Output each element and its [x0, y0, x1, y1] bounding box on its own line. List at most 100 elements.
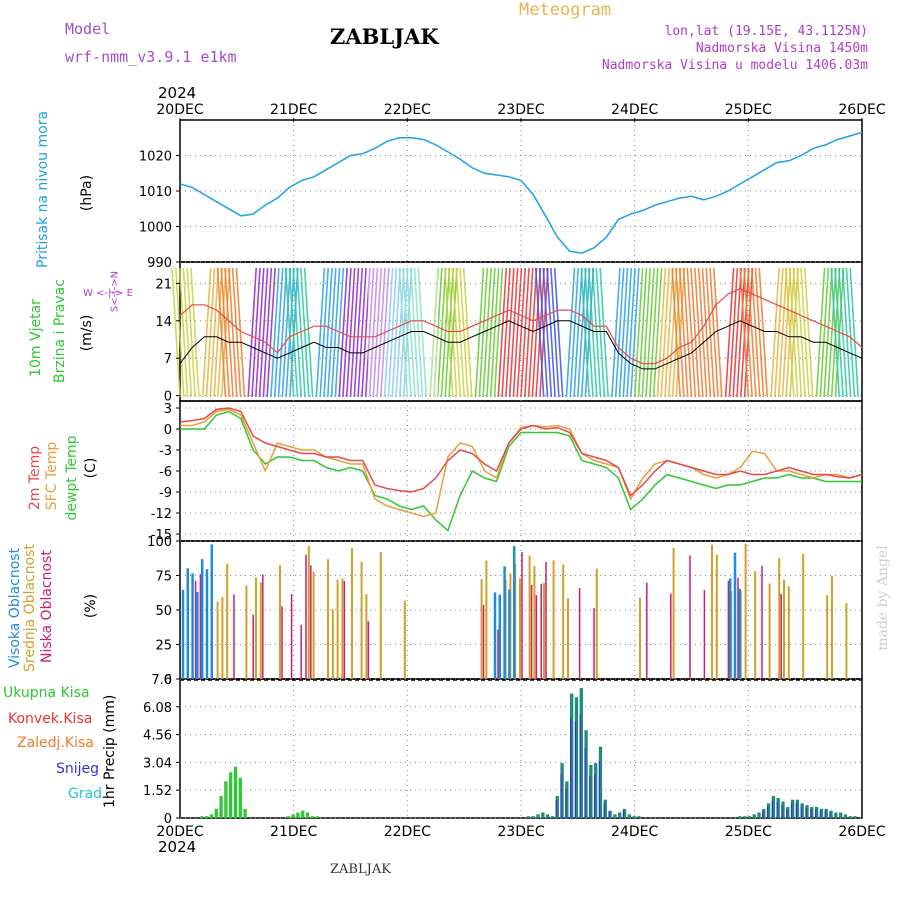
- wind-arrow: [792, 267, 803, 398]
- y-tick-label-wind: 0: [164, 390, 172, 405]
- y-tick-label-wind: 14: [155, 315, 172, 330]
- precip-bar: [747, 816, 752, 818]
- x-tick-bottom-label: 20DEC: [156, 824, 203, 840]
- y-tick-label-temp: 3: [164, 402, 172, 417]
- x-tick-top-label: 20DEC: [156, 102, 203, 118]
- wind-arrow: [750, 267, 761, 398]
- wind-arrow: [637, 267, 648, 398]
- wind-arrow: [409, 267, 420, 398]
- y-tick-label-cloud: 0: [164, 673, 172, 688]
- wind-arrow: [686, 267, 697, 398]
- wind-arrow: [395, 267, 405, 398]
- snow-bar: [781, 804, 783, 818]
- panel-frame-precip: [179, 678, 863, 819]
- temp2m-line: [179, 407, 863, 497]
- precip-bar: [570, 693, 574, 818]
- precip-bar: [834, 812, 838, 818]
- snow-bar: [790, 803, 793, 818]
- precip-bar: [305, 812, 310, 818]
- wind-arrow: [361, 267, 371, 398]
- snow-bar: [810, 809, 812, 818]
- wind-arrow: [376, 267, 386, 398]
- wind-arrow: [482, 267, 492, 398]
- y-tick-label-temp: -15: [151, 528, 172, 543]
- wind-arrow: [747, 267, 757, 398]
- snow-bar: [622, 810, 625, 818]
- wind-arrow: [697, 267, 708, 398]
- wind-arrow: [830, 267, 841, 398]
- snow-bar: [771, 800, 773, 818]
- wind-arrow: [300, 267, 310, 398]
- wind-arrow: [497, 267, 508, 398]
- wind-arrow: [171, 267, 181, 398]
- wind-arrow: [178, 267, 189, 398]
- wind-arrow: [546, 267, 556, 398]
- snow-bar: [570, 718, 572, 818]
- wind-arrow: [258, 267, 269, 398]
- wind-arrow: [296, 267, 306, 398]
- wind-arrow: [288, 267, 299, 398]
- wind-arrow: [292, 267, 303, 398]
- wind-arrow: [231, 267, 242, 398]
- snow-bar: [594, 774, 596, 818]
- precip-bar: [531, 816, 535, 818]
- wind-arrow: [345, 267, 356, 398]
- wind-arrow: [391, 267, 401, 398]
- wind-arrow: [553, 267, 564, 398]
- wind-arrow: [357, 267, 367, 398]
- wind-arrow: [599, 267, 609, 398]
- wind-arrow: [251, 267, 261, 398]
- wind-arrow: [827, 267, 837, 398]
- wind-arrow: [520, 267, 530, 398]
- wind-speed-line: [179, 320, 863, 370]
- wind-arrow: [266, 267, 276, 398]
- wind-arrow: [743, 267, 753, 398]
- wind-arrow: [800, 267, 810, 398]
- precip-bar: [819, 808, 824, 818]
- wind-arrow: [580, 267, 590, 398]
- precip-bar: [632, 816, 636, 818]
- wind-arrow: [841, 267, 852, 398]
- y-tick-label-cloud: 50: [155, 604, 172, 619]
- pressure-line: [179, 131, 863, 254]
- snow-bar: [824, 810, 826, 818]
- wind-arrow: [281, 267, 292, 398]
- precip-bar: [579, 688, 583, 818]
- precip-bar: [550, 816, 555, 818]
- x-tick-bottom-label: 24DEC: [611, 824, 658, 840]
- precip-bar: [776, 797, 780, 818]
- snow-bar: [589, 775, 591, 818]
- wind-arrow: [649, 267, 659, 398]
- wind-arrow: [736, 267, 746, 398]
- precip-bar: [594, 763, 598, 818]
- precip-bar: [762, 808, 766, 818]
- y-tick-label-temp: -9: [159, 486, 172, 501]
- precip-bar: [810, 807, 814, 818]
- precip-bar: [608, 810, 612, 818]
- precip-bar: [838, 812, 843, 818]
- wind-arrow: [459, 267, 469, 398]
- wind-arrow: [569, 267, 580, 398]
- wind-arrow: [368, 267, 379, 398]
- x-tick-bottom-label: 25DEC: [725, 824, 772, 840]
- precip-bar: [310, 816, 314, 818]
- wind-arrow: [436, 267, 447, 398]
- wind-arrow: [591, 267, 602, 398]
- precip-bar: [622, 808, 627, 818]
- snow-bar: [814, 809, 817, 818]
- wind-arrow: [429, 267, 439, 398]
- station-title: ZABLJAK: [330, 24, 439, 49]
- wind-arrow: [671, 267, 681, 398]
- wind-arrow: [565, 267, 576, 398]
- wind-arrow: [849, 267, 860, 398]
- precip-bar: [618, 812, 622, 818]
- y-tick-label-temp: -6: [159, 465, 172, 480]
- snow-bar: [766, 806, 769, 818]
- wind-arrow: [614, 267, 625, 398]
- precip-bar: [238, 777, 242, 818]
- wind-band-highlight: [368, 264, 438, 399]
- snow-bar: [819, 810, 821, 818]
- snow-bar: [800, 806, 802, 818]
- model-label: Model: [65, 20, 111, 38]
- y-tick-label-pressure: 1020: [139, 150, 172, 165]
